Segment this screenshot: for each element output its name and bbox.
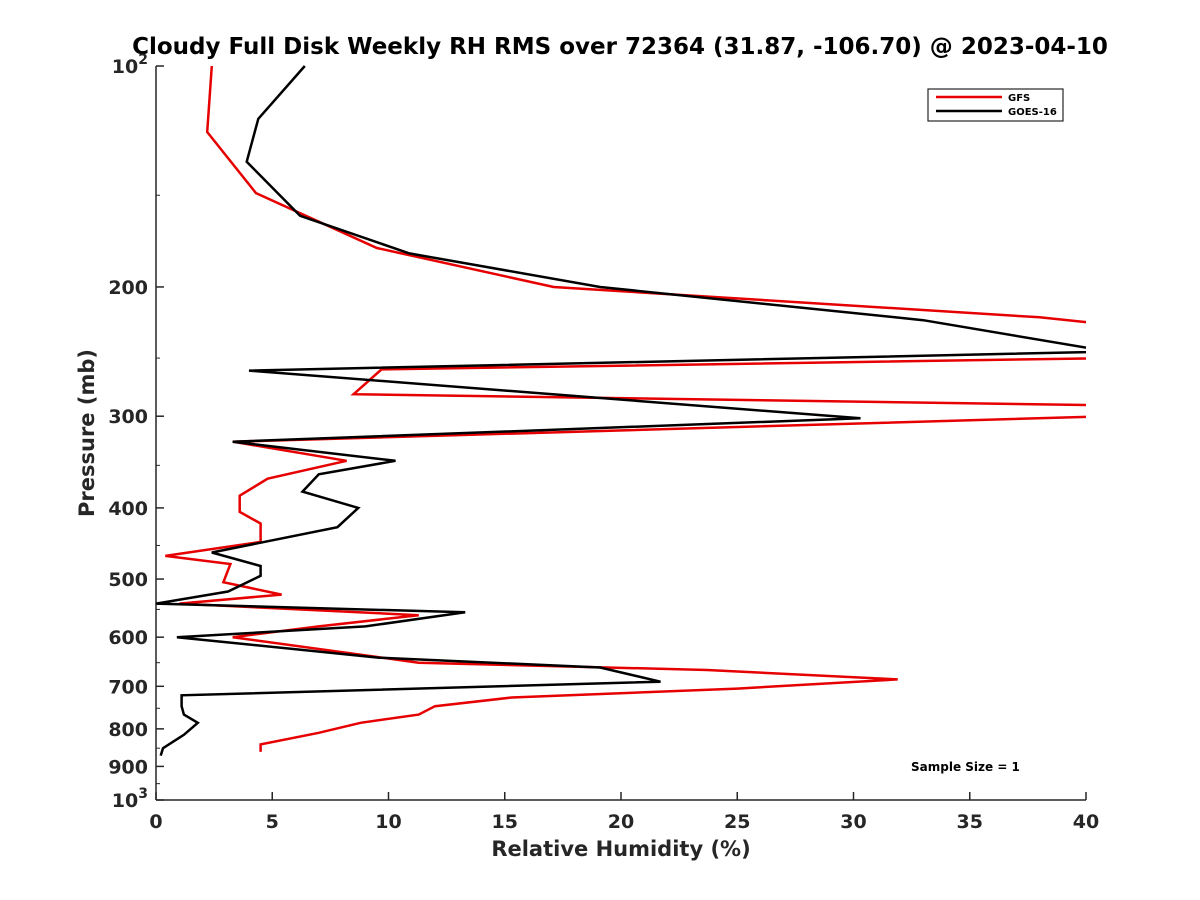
x-tick-label: 10 xyxy=(375,811,401,833)
x-tick-label: 20 xyxy=(608,811,634,833)
series-lines xyxy=(156,65,1086,756)
x-tick-label: 25 xyxy=(724,811,750,833)
legend-label-goes16: GOES-16 xyxy=(1008,107,1057,118)
y-tick-label: 900 xyxy=(108,756,148,778)
y-tick-label: 300 xyxy=(108,406,148,428)
y-axis-label: Pressure (mb) xyxy=(75,349,99,517)
y-tick-label: 103 xyxy=(112,786,148,812)
y-tick-label: 200 xyxy=(108,277,148,299)
series-line-goes16 xyxy=(156,65,1086,756)
x-tick-label: 15 xyxy=(492,811,518,833)
x-tick-label: 40 xyxy=(1073,811,1099,833)
series-line-gfs xyxy=(165,65,1086,752)
legend: GFS GOES-16 xyxy=(927,88,1064,122)
plot-area: 0 5 10 15 20 25 30 35 40 102 200 300 400 500 600 700 80… xyxy=(108,52,1099,833)
y-tick-label: 600 xyxy=(108,627,148,649)
x-tick-label: 35 xyxy=(957,811,983,833)
legend-box xyxy=(927,88,1064,122)
legend-label-gfs: GFS xyxy=(1008,93,1030,104)
y-tick-label: 800 xyxy=(108,719,148,741)
x-tick-label: 0 xyxy=(149,811,162,833)
x-axis-ticks: 0 5 10 15 20 25 30 35 40 xyxy=(149,792,1099,833)
y-tick-label: 500 xyxy=(108,569,148,591)
x-tick-label: 30 xyxy=(840,811,866,833)
sample-size-annotation: Sample Size = 1 xyxy=(911,760,1020,774)
y-tick-label: 102 xyxy=(112,52,148,78)
x-tick-label: 5 xyxy=(266,811,279,833)
y-tick-label: 700 xyxy=(108,676,148,698)
x-axis-label: Relative Humidity (%) xyxy=(491,837,750,861)
y-tick-label: 400 xyxy=(108,498,148,520)
y-axis-ticks: 102 200 300 400 500 600 700 800 900 103 xyxy=(108,52,164,812)
chart-title: Cloudy Full Disk Weekly RH RMS over 7236… xyxy=(132,34,1108,60)
